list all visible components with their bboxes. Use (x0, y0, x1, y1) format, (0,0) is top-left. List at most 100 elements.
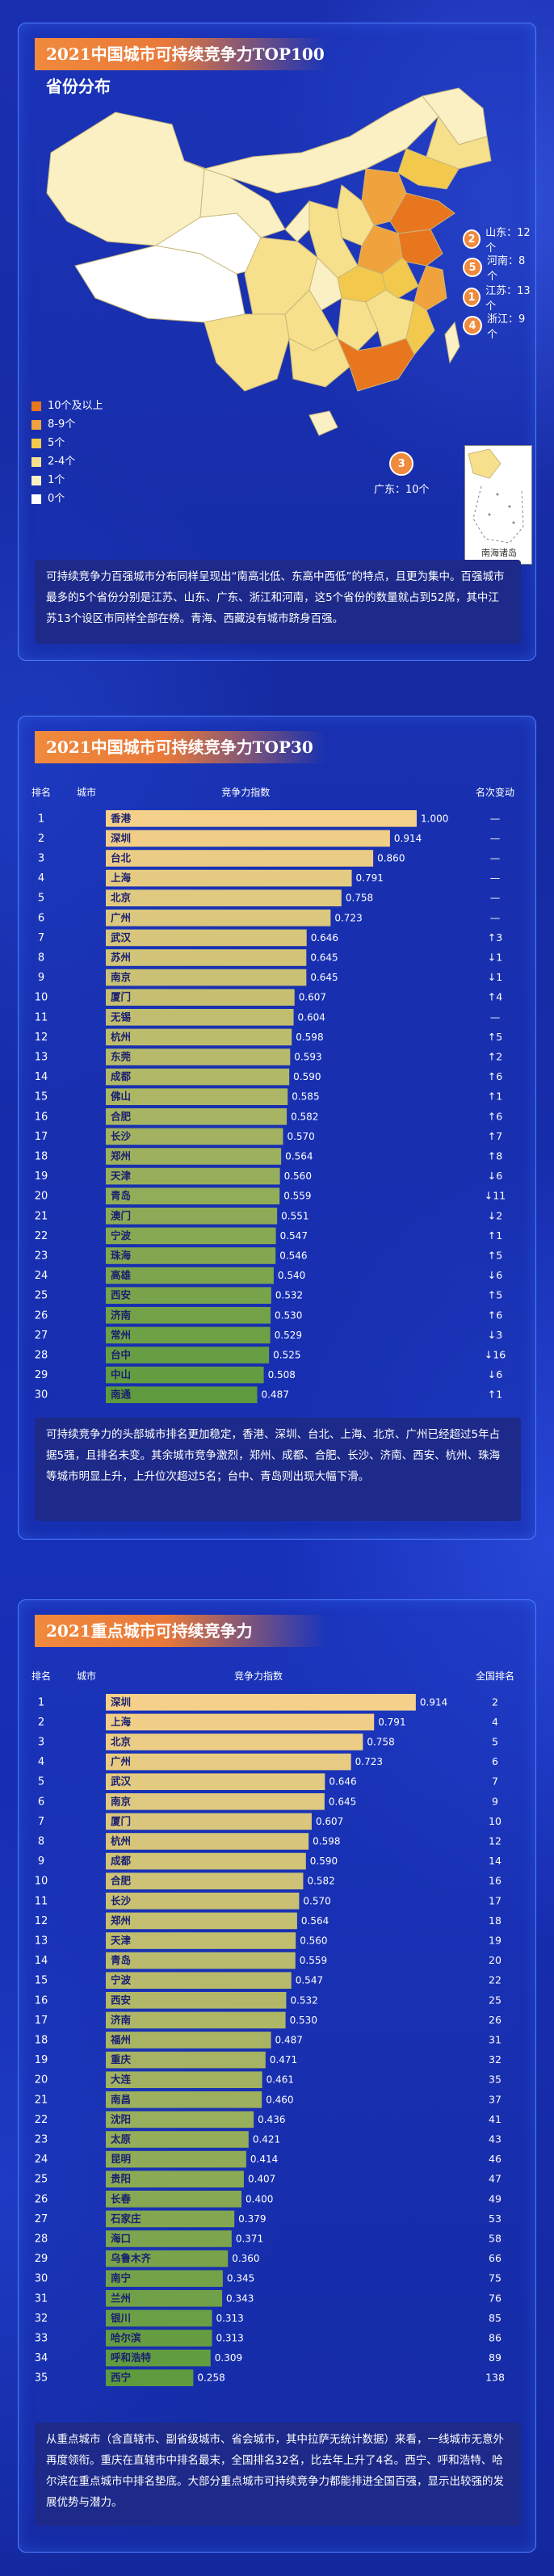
rank-label: 17 (35, 1131, 48, 1143)
city-label: 高雄 (111, 1269, 132, 1281)
value-label: 0.529 (275, 1330, 302, 1341)
bar (106, 2051, 266, 2069)
national-rank-label: 9 (492, 1795, 498, 1807)
change-header: 全国排名 (476, 1670, 514, 1682)
bar (106, 2131, 249, 2148)
national-rank-label: 25 (489, 1994, 502, 2006)
value-label: 0.598 (313, 1836, 340, 1847)
city-label: 厦门 (111, 991, 131, 1003)
national-rank-label: 6 (492, 1755, 498, 1767)
rank-label: 8 (38, 1836, 44, 1848)
key-cities-panel: 2021重点城市可持续竞争力 排名 城市 竞争力指数 全国排名 1 深圳 0.914 2 2 上海… (18, 1599, 536, 2553)
rank-label: 6 (38, 912, 44, 924)
rank-label: 21 (35, 1210, 48, 1222)
rank-change-label: — (490, 832, 501, 844)
rank-change-label: — (490, 911, 501, 923)
callout-shandong: 2 山东：12个 (463, 224, 535, 254)
value-label: 0.309 (215, 2352, 242, 2364)
city-label: 西宁 (111, 2372, 131, 2384)
bar (106, 2071, 262, 2088)
value-label: 0.860 (377, 853, 405, 864)
rank-label: 9 (38, 972, 44, 984)
value-label: 0.559 (300, 1955, 327, 1966)
value-label: 0.487 (261, 1389, 288, 1401)
city-label: 佛山 (110, 1090, 131, 1103)
bar (106, 2091, 262, 2108)
value-label: 0.914 (420, 1696, 447, 1708)
value-label: 0.400 (246, 2193, 273, 2204)
rank-label: 7 (38, 1816, 44, 1828)
rank-change-label: ↑5 (488, 1250, 502, 1262)
rank-change-label: ↑8 (488, 1150, 502, 1162)
city-label: 台北 (111, 852, 132, 864)
national-rank-label: 19 (489, 1935, 502, 1947)
value-label: 0.564 (301, 1915, 329, 1927)
rank-label: 18 (35, 1151, 48, 1163)
rank-label: 5 (38, 1776, 44, 1788)
value-label: 0.371 (236, 2234, 263, 2245)
rank-label: 22 (35, 1230, 48, 1242)
south-china-sea-inset: 南海诸岛 (464, 445, 532, 565)
city-label: 北京 (111, 892, 132, 904)
national-rank-label: 76 (489, 2292, 502, 2304)
city-label: 成都 (111, 1070, 132, 1082)
callout-jiangsu: 1 江苏：13个 (463, 282, 535, 313)
callout-number: 2 (463, 229, 481, 249)
rank-label: 27 (35, 1330, 48, 1342)
bar (106, 1694, 416, 1711)
city-label: 沈阳 (111, 2113, 131, 2125)
bar (106, 1773, 325, 1790)
rank-label: 17 (35, 2015, 48, 2027)
city-label: 深圳 (111, 1696, 131, 1708)
bar (106, 2349, 211, 2367)
bar (106, 1227, 276, 1245)
rank-label: 2 (38, 833, 44, 845)
rank-change-label: ↑6 (488, 1070, 502, 1082)
callout-number: 1 (463, 288, 481, 307)
rank-change-label: ↑2 (488, 1051, 502, 1063)
value-label: 0.345 (227, 2273, 254, 2284)
city-label: 南京 (111, 971, 132, 983)
value-label: 0.590 (310, 1855, 338, 1867)
callout-number: 4 (463, 316, 482, 335)
rank-label: 16 (35, 1994, 48, 2007)
national-rank-label: 46 (489, 2153, 502, 2165)
bar (106, 1326, 271, 1344)
value-label: 0.313 (216, 2333, 243, 2344)
city-label: 无锡 (110, 1011, 132, 1023)
rank-label: 13 (35, 1935, 48, 1948)
bar (106, 2230, 232, 2247)
bar (106, 1287, 271, 1304)
bar (106, 1753, 351, 1771)
bar (106, 1733, 363, 1750)
top30-note: 可持续竞争力的头部城市排名更加稳定，香港、深圳、台北、上海、北京、广州已经超过5… (35, 1418, 521, 1521)
value-label: 0.570 (303, 1895, 330, 1906)
city-label: 重庆 (111, 2053, 132, 2065)
rank-change-label: ↓11 (485, 1190, 506, 1202)
rank-change-label: ↑1 (488, 1389, 502, 1401)
rank-label: 16 (35, 1111, 48, 1123)
legend-swatch (31, 401, 41, 411)
city-label: 长沙 (111, 1130, 132, 1142)
inner-mongolia-region (203, 95, 439, 194)
bar (106, 1208, 278, 1225)
bar (106, 2170, 244, 2187)
rank-label: 1 (38, 1696, 44, 1708)
value-label: 0.471 (270, 2054, 297, 2065)
city-label: 厦门 (111, 1815, 131, 1827)
value-label: 0.559 (283, 1191, 311, 1202)
inset-map (468, 448, 524, 544)
national-rank-label: 7 (492, 1775, 498, 1788)
rank-label: 7 (38, 932, 44, 944)
bar (106, 1952, 296, 1969)
rank-label: 20 (35, 1191, 48, 1203)
legend-label: 2-4个 (48, 456, 76, 468)
city-label: 太原 (111, 2133, 132, 2145)
national-rank-label: 41 (489, 2113, 502, 2125)
bar (106, 1247, 276, 1264)
rank-label: 28 (35, 2234, 48, 2246)
value-label: 0.532 (290, 1994, 317, 2006)
national-rank-label: 35 (489, 2074, 502, 2086)
rank-label: 23 (35, 1250, 48, 1263)
city-label: 北京 (111, 1736, 132, 1748)
